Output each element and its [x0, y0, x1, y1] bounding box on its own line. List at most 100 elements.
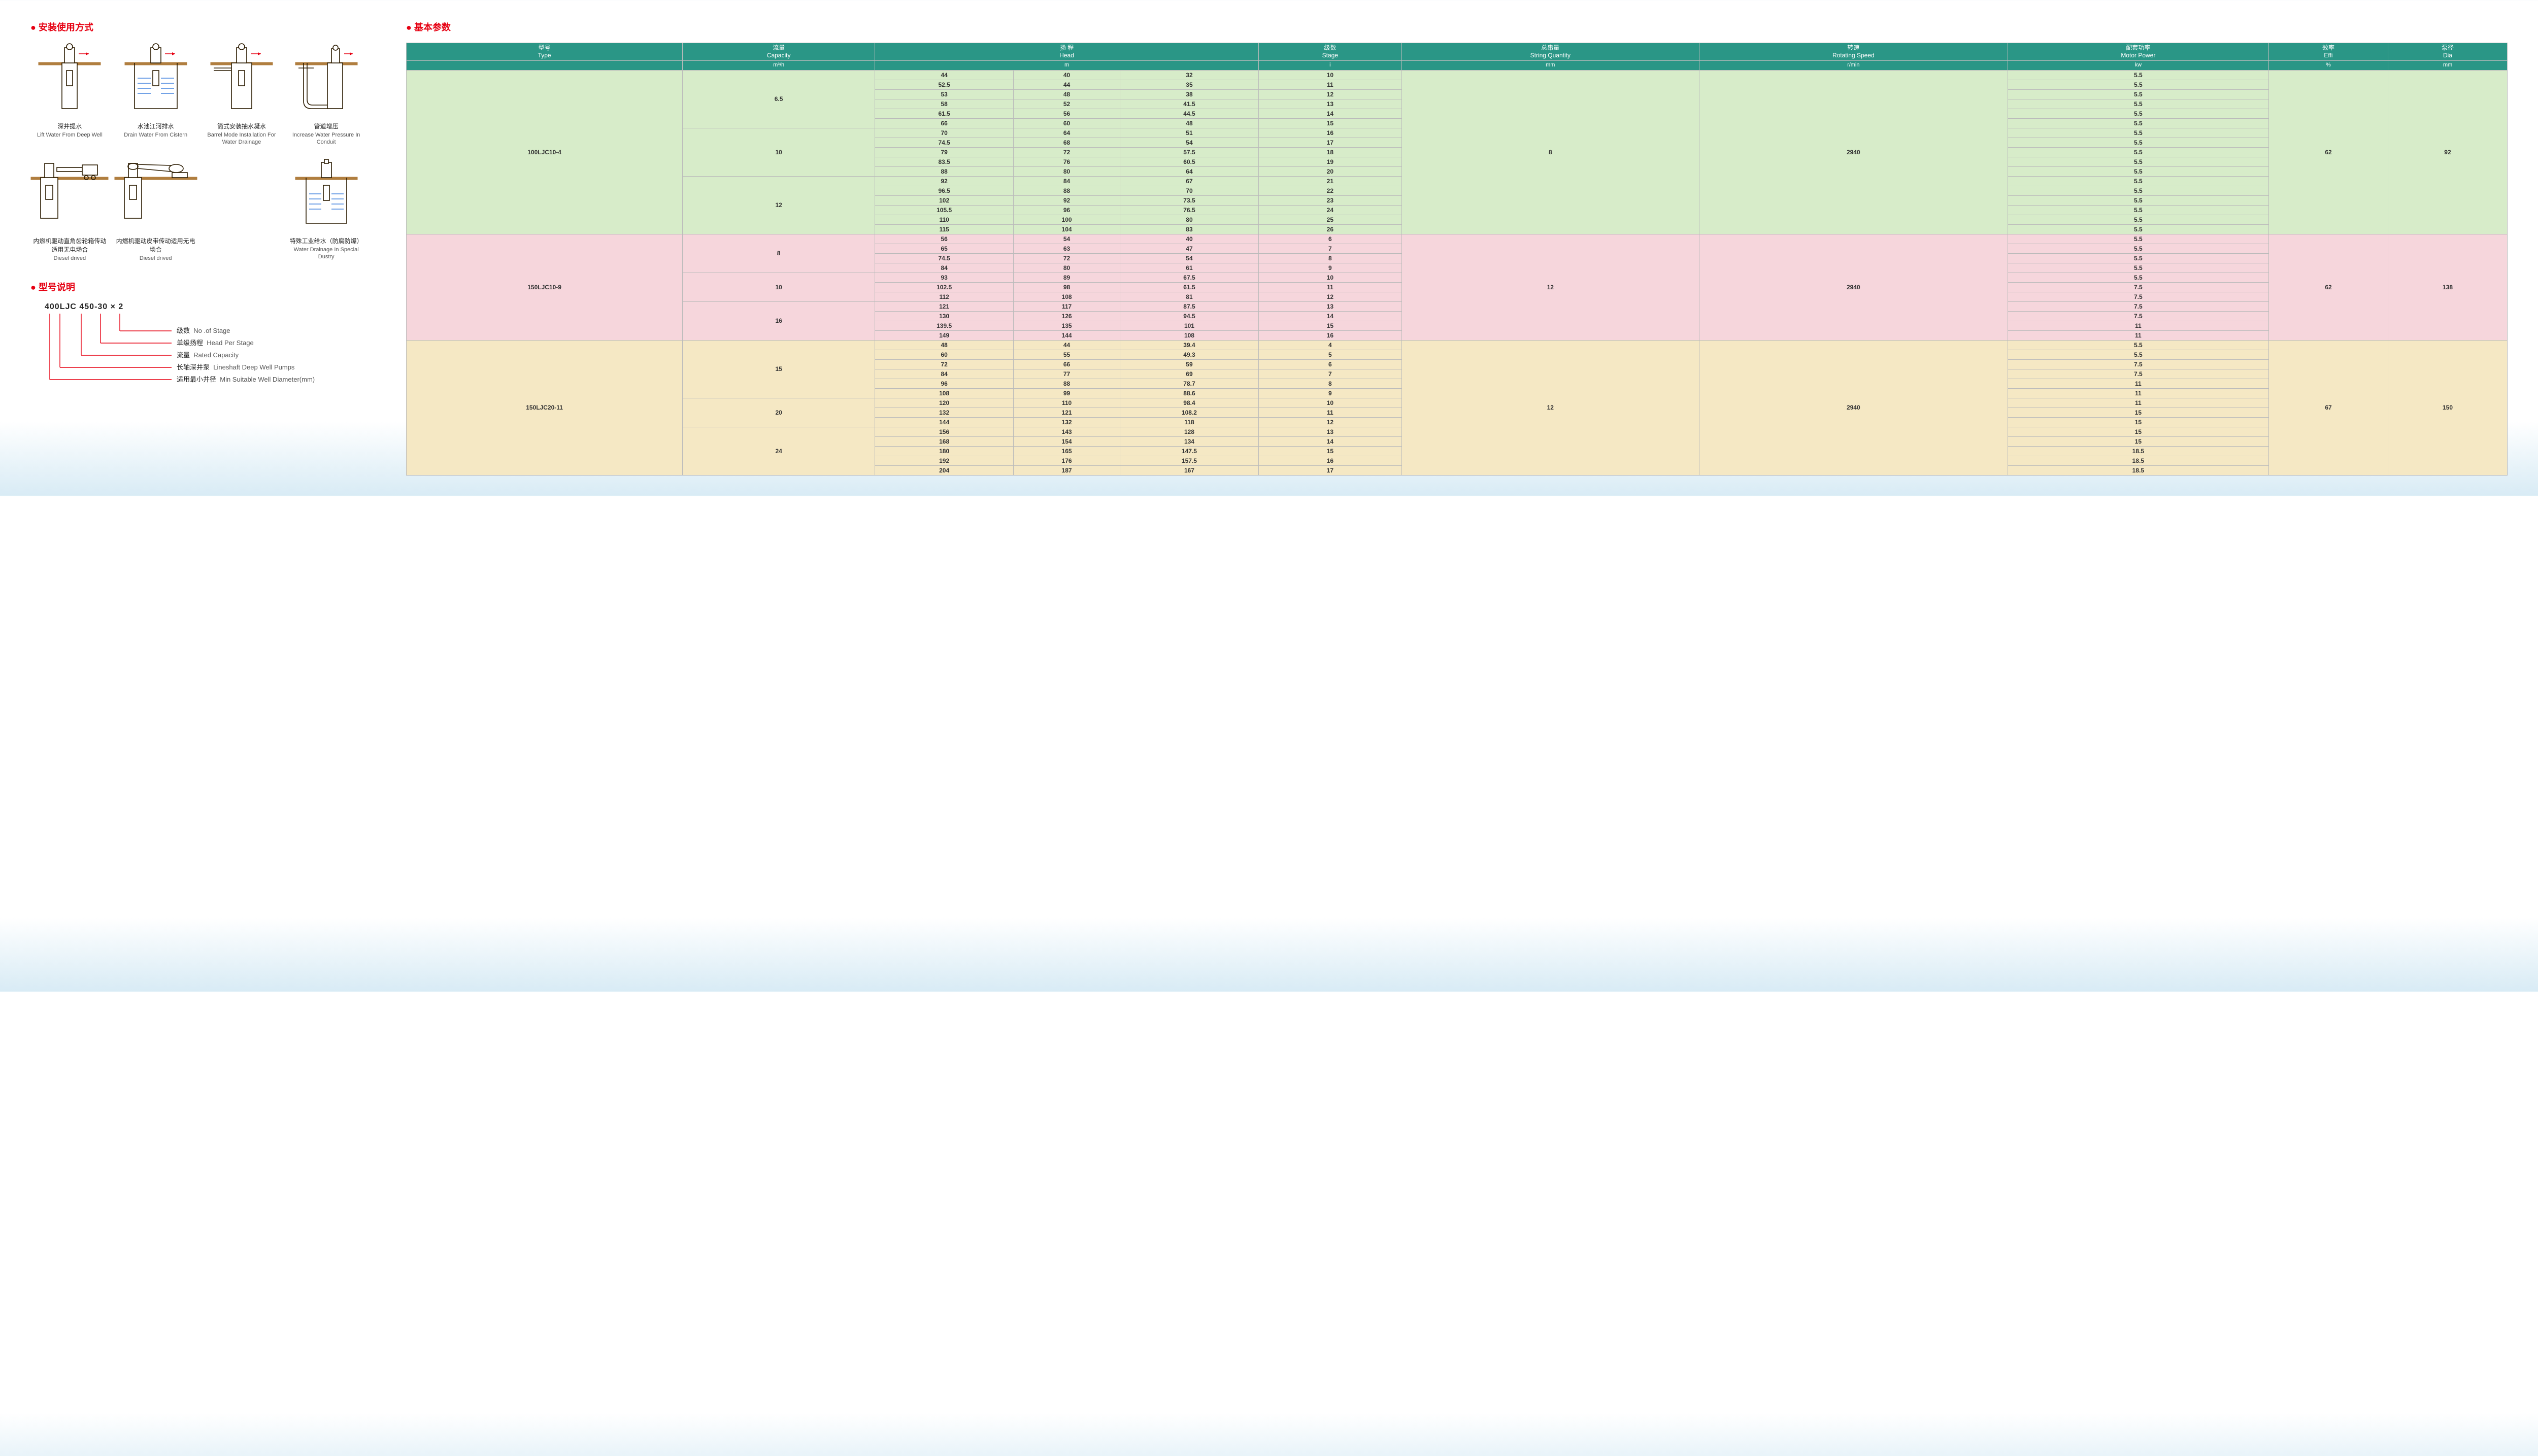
cell: 15 [2008, 417, 2268, 427]
diagram-caption-en: Lift Water From Deep Well [30, 131, 109, 139]
diagram-caption-cn: 水池江河排水 [115, 122, 196, 130]
cell: 51 [1120, 128, 1258, 138]
cell-stringqty: 12 [1401, 234, 1699, 340]
cell: 108 [1120, 330, 1258, 340]
cell-effi: 62 [2269, 234, 2388, 340]
diagram-caption-cn: 内燃机驱动皮带传动适用无电场合 [115, 236, 196, 254]
cell-capacity: 10 [683, 128, 875, 176]
legend-cn: 适用最小井径 [177, 376, 216, 383]
diagram-cell: 水池江河排水 Drain Water From Cistern [115, 43, 196, 146]
cell: 5.5 [2008, 70, 2268, 80]
cell: 16 [1259, 128, 1402, 138]
cell: 15 [2008, 408, 2268, 417]
diagram-special-icon [296, 157, 357, 233]
cell: 5.5 [2008, 109, 2268, 118]
cell: 7.5 [2008, 311, 2268, 321]
cell: 5 [1259, 350, 1402, 359]
diagram-diesel-gear-icon [31, 157, 108, 233]
cell: 40 [1014, 70, 1120, 80]
cell: 15 [1259, 118, 1402, 128]
cell: 59 [1120, 359, 1258, 369]
spec-table: 型号Type流量Capacity扬 程Head级数Stage总串量String … [406, 43, 2508, 476]
cell: 10 [1259, 398, 1402, 408]
cell: 22 [1259, 186, 1402, 195]
cell: 154 [1014, 436, 1120, 446]
cell: 168 [875, 436, 1014, 446]
cell: 38 [1120, 89, 1258, 99]
diagram-caption-cn: 深井提水 [30, 122, 109, 130]
cell: 44 [1014, 80, 1120, 89]
cell: 128 [1120, 427, 1258, 436]
diagram-caption-en: Increase Water Pressure In Conduit [287, 131, 365, 146]
cell: 144 [1014, 330, 1120, 340]
cell: 94.5 [1120, 311, 1258, 321]
cell: 48 [1014, 89, 1120, 99]
cell: 130 [875, 311, 1014, 321]
cell: 16 [1259, 330, 1402, 340]
cell: 147.5 [1120, 446, 1258, 456]
cell: 47 [1120, 244, 1258, 253]
cell: 7.5 [2008, 359, 2268, 369]
cell: 7.5 [2008, 369, 2268, 379]
diagram-cell: 深井提水 Lift Water From Deep Well [30, 43, 109, 146]
cell: 52.5 [875, 80, 1014, 89]
cell-capacity: 12 [683, 176, 875, 234]
cell: 11 [1259, 80, 1402, 89]
th-unit [407, 61, 683, 71]
cell: 35 [1120, 80, 1258, 89]
cell: 83 [1120, 224, 1258, 234]
cell: 176 [1014, 456, 1120, 465]
cell: 64 [1120, 166, 1258, 176]
diagram-caption-cn: 管道增压 [287, 122, 365, 130]
th: 效率Effi [2269, 43, 2388, 61]
cell: 52 [1014, 99, 1120, 109]
model-title: 型号说明 [30, 280, 365, 293]
cell: 19 [1259, 157, 1402, 166]
cell: 40 [1120, 234, 1258, 244]
cell: 5.5 [2008, 166, 2268, 176]
cell: 18.5 [2008, 446, 2268, 456]
cell: 58 [875, 99, 1014, 109]
cell: 5.5 [2008, 244, 2268, 253]
cell: 5.5 [2008, 89, 2268, 99]
cell: 167 [1120, 465, 1258, 475]
cell: 21 [1259, 176, 1402, 186]
cell: 5.5 [2008, 157, 2268, 166]
cell: 15 [1259, 321, 1402, 330]
cell: 26 [1259, 224, 1402, 234]
cell: 49.3 [1120, 350, 1258, 359]
cell: 72 [1014, 147, 1120, 157]
cell: 84 [875, 369, 1014, 379]
spec-tbody: 100LJC10-46.544403210829405.5629252.5443… [407, 70, 2508, 475]
legend-en: Min Suitable Well Diameter(mm) [220, 376, 315, 383]
cell: 108.2 [1120, 408, 1258, 417]
cell: 5.5 [2008, 138, 2268, 147]
cell: 11 [2008, 388, 2268, 398]
cell: 88 [875, 166, 1014, 176]
cell: 12 [1259, 292, 1402, 301]
cell: 187 [1014, 465, 1120, 475]
cell: 66 [1014, 359, 1120, 369]
cell: 101 [1120, 321, 1258, 330]
cell: 17 [1259, 138, 1402, 147]
spec-thead: 型号Type流量Capacity扬 程Head级数Stage总串量String … [407, 43, 2508, 71]
th-unit: mm [1401, 61, 1699, 71]
th-unit: kw [2008, 61, 2268, 71]
left-column: 安装使用方式 深井提水 Lift Water From Deep Well [30, 20, 365, 391]
model-code: 400LJC 450-30 × 2 [45, 302, 365, 312]
cell: 105.5 [875, 205, 1014, 215]
diagram-cell: 内燃机驱动直角齿轮箱传动适用无电场合 Diesel drived [30, 157, 109, 262]
cell: 96.5 [875, 186, 1014, 195]
cell: 92 [1014, 195, 1120, 205]
cell: 63 [1014, 244, 1120, 253]
cell: 5.5 [2008, 147, 2268, 157]
cell: 7.5 [2008, 301, 2268, 311]
cell: 13 [1259, 301, 1402, 311]
cell: 41.5 [1120, 99, 1258, 109]
svg-text:单级扬程 Head Per Stage: 单级扬程 Head Per Stage [177, 339, 254, 347]
cell: 72 [1014, 253, 1120, 263]
cell: 6 [1259, 234, 1402, 244]
cell: 88 [1014, 379, 1120, 388]
legend-cn: 级数 [177, 327, 190, 334]
diagram-caption-cn: 特殊工业给水（防腐防爆） [287, 236, 365, 245]
